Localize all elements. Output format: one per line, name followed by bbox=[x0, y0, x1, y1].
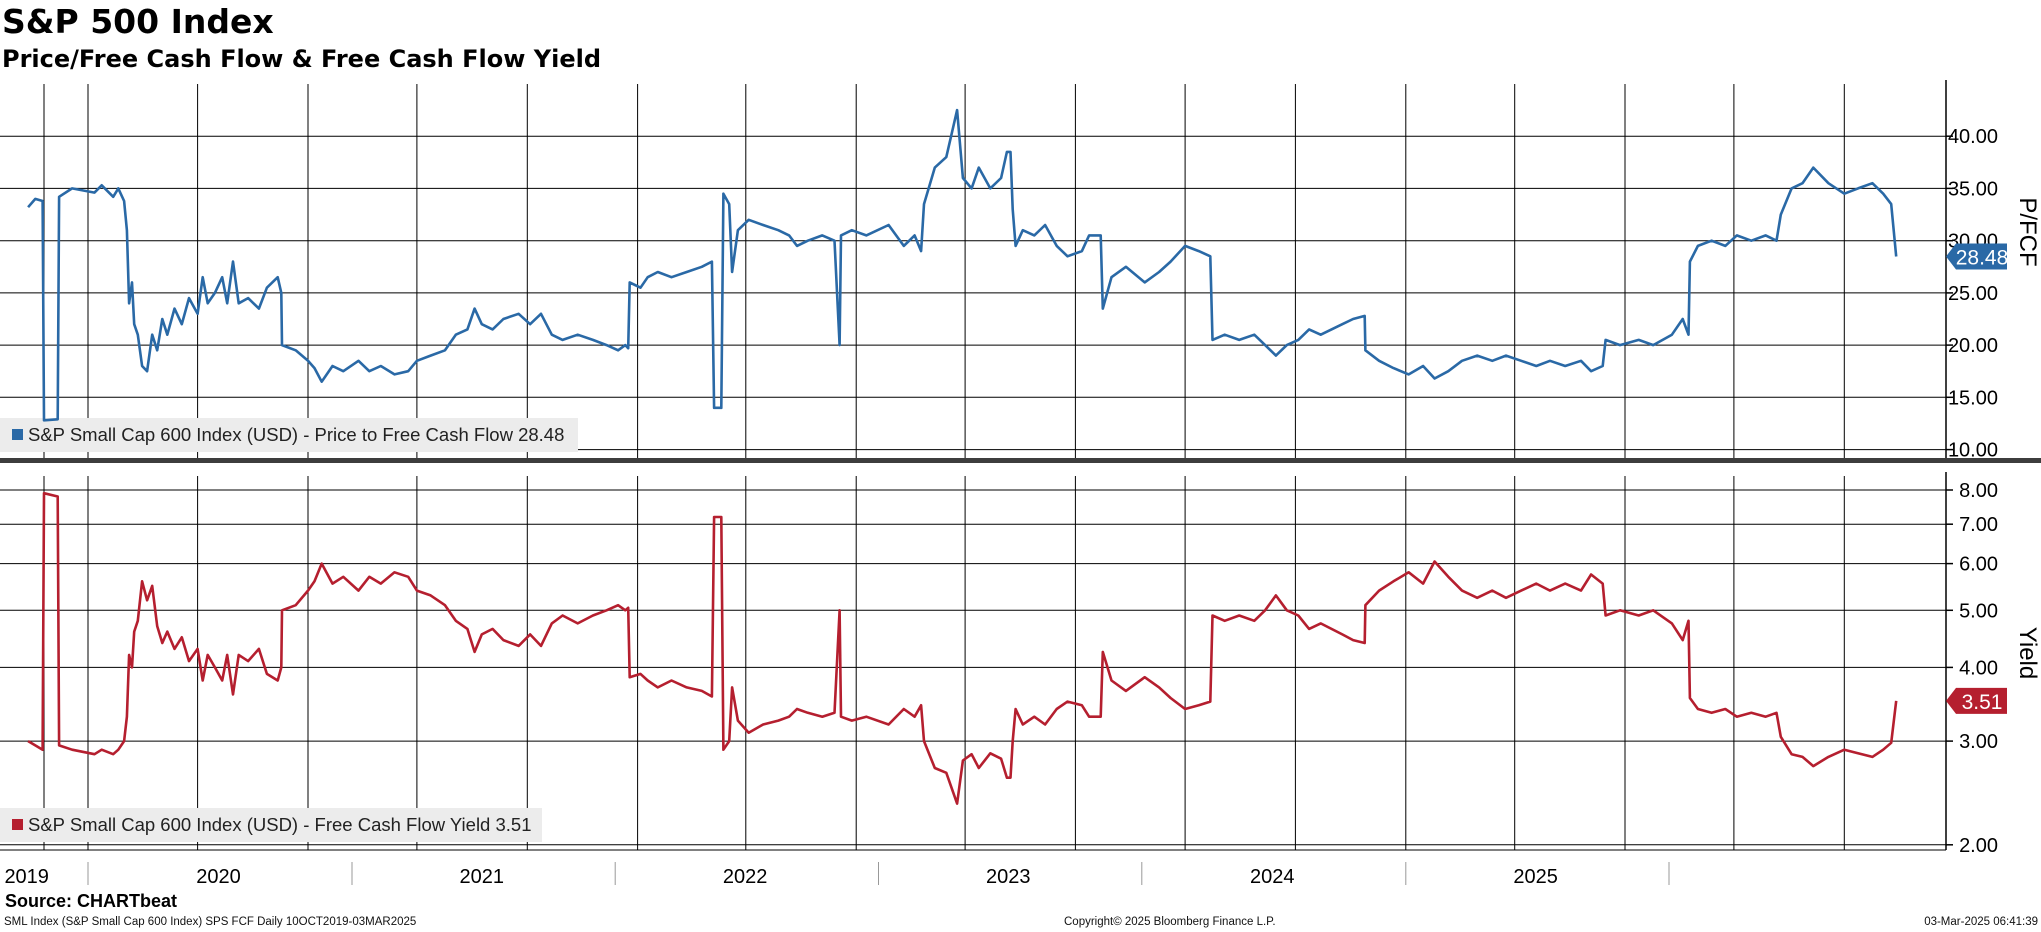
y-tick-label: 4.00 bbox=[1959, 657, 1998, 679]
last-value-flag: 3.51 bbox=[1946, 687, 2007, 714]
legend-box bbox=[0, 418, 578, 452]
x-tick-label: 2019 bbox=[4, 866, 49, 888]
x-tick-label: 2023 bbox=[986, 866, 1031, 888]
last-value-flag-bg bbox=[1946, 243, 2007, 270]
x-tick-label: 2025 bbox=[1513, 866, 1558, 888]
x-tick-label: 2021 bbox=[460, 866, 505, 888]
y-tick-label: 20.00 bbox=[1948, 335, 1998, 357]
last-value-label: 3.51 bbox=[1962, 691, 2003, 714]
y-tick-label: 25.00 bbox=[1948, 283, 1998, 305]
last-value-flag: 28.48 bbox=[1946, 243, 2009, 270]
y-tick-label: 5.00 bbox=[1959, 600, 1998, 622]
footer-ticker-info: SML Index (S&P Small Cap 600 Index) SPS … bbox=[4, 916, 417, 928]
last-value-label: 28.48 bbox=[1956, 247, 2009, 270]
y-tick-label: 7.00 bbox=[1959, 514, 1998, 536]
footer-copyright: Copyright© 2025 Bloomberg Finance L.P. bbox=[1064, 916, 1276, 928]
y-tick-label: 35.00 bbox=[1948, 178, 1998, 200]
chart-title: S&P 500 Index bbox=[2, 2, 274, 41]
legend-label: S&P Small Cap 600 Index (USD) - Price to… bbox=[28, 424, 564, 445]
y-tick-label: 2.00 bbox=[1959, 835, 1998, 857]
legend: S&P Small Cap 600 Index (USD) - Price to… bbox=[0, 418, 578, 452]
y-tick-label: 8.00 bbox=[1959, 480, 1998, 502]
series-line-pfcf bbox=[27, 108, 1898, 422]
x-tick-label: 2022 bbox=[723, 866, 768, 888]
y-tick-label: 6.00 bbox=[1959, 554, 1998, 576]
y-tick-label: 3.00 bbox=[1959, 731, 1998, 753]
y-axis-title: Yield bbox=[2014, 627, 2041, 679]
legend-label: S&P Small Cap 600 Index (USD) - Free Cas… bbox=[28, 814, 532, 835]
x-tick-label: 2024 bbox=[1250, 866, 1295, 888]
legend-box bbox=[0, 808, 542, 842]
legend: S&P Small Cap 600 Index (USD) - Free Cas… bbox=[0, 808, 542, 842]
panel-separator bbox=[0, 458, 2041, 463]
chart-subtitle: Price/Free Cash Flow & Free Cash Flow Yi… bbox=[2, 45, 602, 73]
legend-swatch bbox=[12, 429, 23, 440]
series-line-yield bbox=[27, 491, 1898, 805]
y-tick-label: 10.00 bbox=[1948, 440, 1998, 462]
legend-swatch bbox=[12, 819, 23, 830]
y-tick-label: 40.00 bbox=[1948, 126, 1998, 148]
last-value-flag-bg bbox=[1946, 687, 2007, 714]
y-axis-title: P/FCF bbox=[2014, 197, 2041, 266]
footer-timestamp: 03-Mar-2025 06:41:39 bbox=[1924, 916, 2038, 928]
x-tick-label: 2020 bbox=[196, 866, 241, 888]
y-tick-label: 15.00 bbox=[1948, 387, 1998, 409]
source-note: Source: CHARTbeat bbox=[5, 891, 178, 911]
